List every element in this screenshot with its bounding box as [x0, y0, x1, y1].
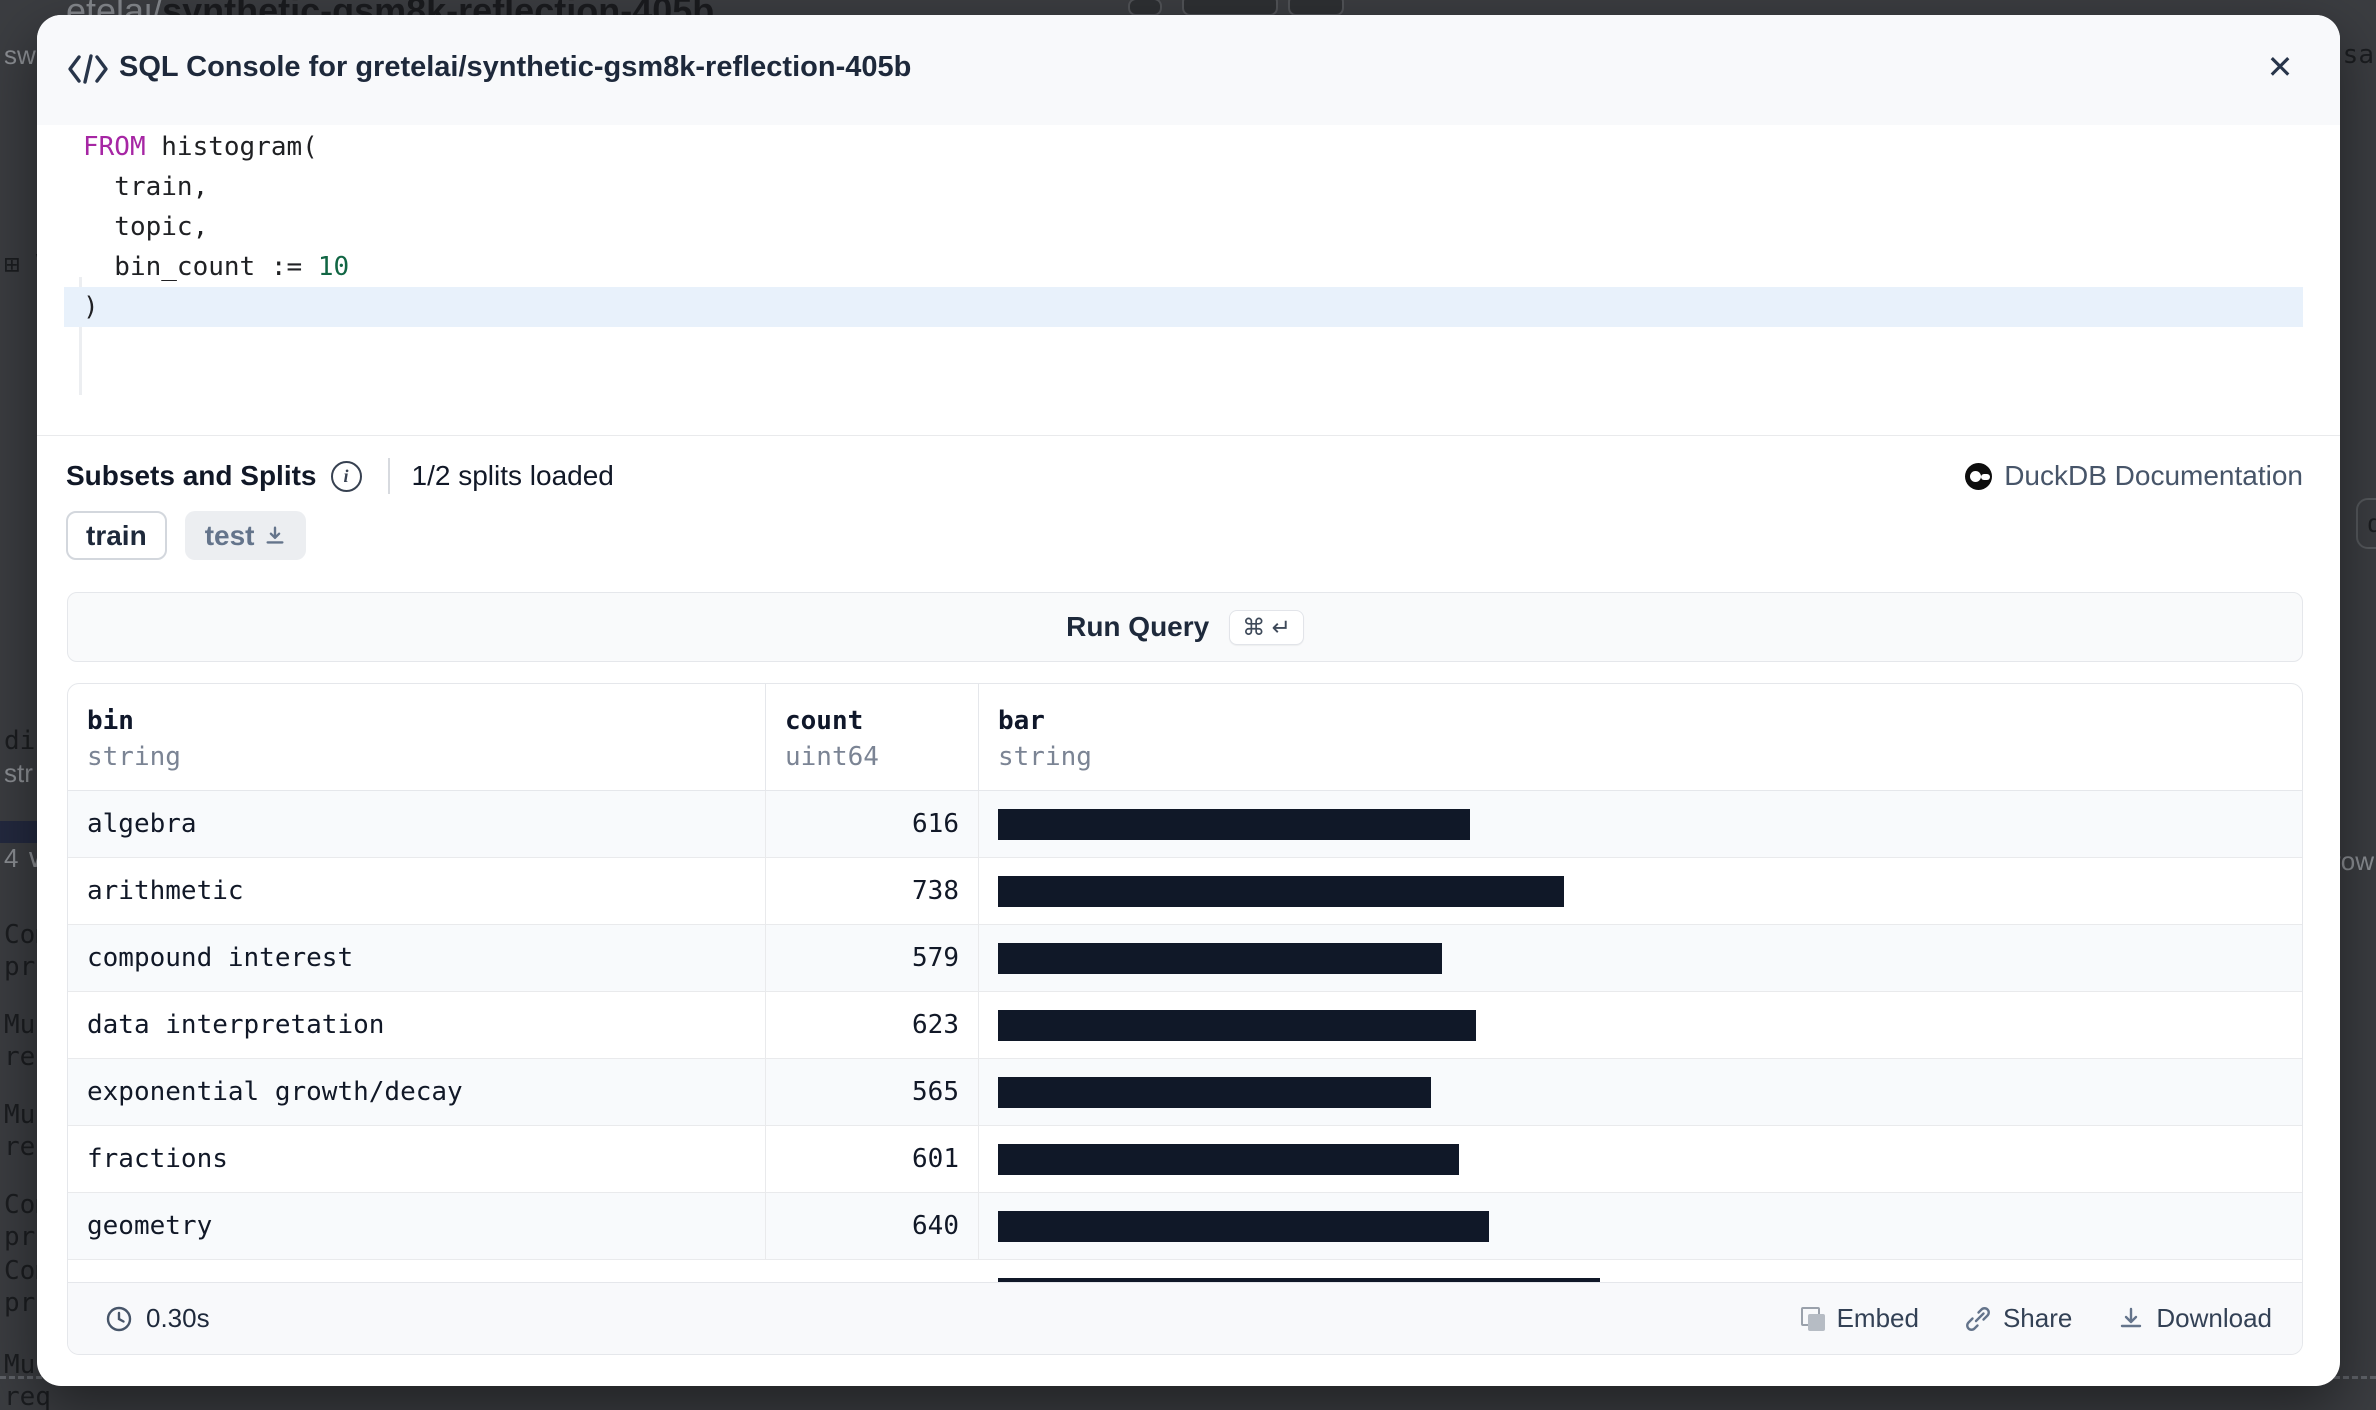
code-line[interactable]: FROM histogram(	[83, 132, 318, 162]
table-row[interactable]: geometry 640	[68, 1193, 2302, 1260]
embed-icon	[1800, 1306, 1825, 1331]
cell-bin: geometry	[68, 1193, 766, 1259]
histogram-bar	[998, 1143, 1459, 1175]
table-row[interactable]: fractions 601	[68, 1126, 2302, 1193]
modal-header: SQL Console for gretelai/synthetic-gsm8k…	[37, 15, 2340, 125]
column-header-bin: bin string	[68, 684, 766, 790]
histogram-bar	[998, 1076, 1431, 1108]
embed-button[interactable]: Embed	[1800, 1303, 1919, 1334]
cell-bin: arithmetic	[68, 858, 766, 924]
cell-bar	[979, 791, 2302, 857]
dimmed-button	[1288, 0, 1344, 16]
cell-bar	[979, 858, 2302, 924]
code-line[interactable]: )	[64, 287, 2303, 327]
dimmed-row-highlight	[0, 821, 37, 843]
code-line[interactable]: bin_count := 10	[83, 252, 350, 282]
sql-console-modal: SQL Console for gretelai/synthetic-gsm8k…	[37, 15, 2340, 1386]
histogram-bar	[998, 942, 1442, 974]
dimmed-text-fragment: str	[4, 758, 33, 788]
table-row[interactable]: exponential growth/decay 565	[68, 1059, 2302, 1126]
download-button[interactable]: Download	[2118, 1303, 2272, 1334]
cell-count: 601	[766, 1126, 979, 1192]
cell-bar	[979, 1059, 2302, 1125]
duckdb-docs-label: DuckDB Documentation	[2004, 460, 2303, 491]
dimmed-text-fragment: req	[4, 1382, 51, 1410]
table-row[interactable]: arithmetic 738	[68, 858, 2302, 925]
info-icon[interactable]: i	[330, 460, 362, 492]
cell-count: 579	[766, 925, 979, 991]
cell-bin: exponential growth/decay	[68, 1059, 766, 1125]
splits-heading: Subsets and Splits	[66, 460, 317, 491]
share-label: Share	[2002, 1303, 2073, 1333]
dimmed-copy-icon	[1128, 0, 1162, 16]
cell-bin: compound interest	[68, 925, 766, 991]
cell-count: 616	[766, 791, 979, 857]
code-line[interactable]: train,	[83, 172, 209, 202]
download-label: Download	[2156, 1303, 2272, 1333]
cell-bar	[979, 1193, 2302, 1259]
share-button[interactable]: Share	[1965, 1303, 2072, 1334]
clock-icon	[106, 1306, 132, 1331]
histogram-bar	[998, 808, 1470, 840]
dimmed-button: d	[2355, 498, 2376, 549]
cell-count: 738	[766, 858, 979, 924]
histogram-bar	[998, 875, 1564, 907]
close-icon[interactable]: ✕	[2260, 47, 2300, 87]
share-link-icon	[1966, 1306, 1990, 1331]
sql-editor[interactable]: FROM histogram( train, topic, bin_count …	[37, 125, 2340, 436]
splits-header: Subsets and Splits i 1/2 splits loaded	[66, 458, 614, 494]
modal-title: SQL Console for gretelai/synthetic-gsm8k…	[119, 51, 912, 83]
cell-count: 623	[766, 992, 979, 1058]
indent-guide	[79, 277, 82, 395]
code-icon	[68, 54, 108, 84]
cell-bin: fractions	[68, 1126, 766, 1192]
table-row-partial	[68, 1260, 2302, 1284]
column-header-count: count uint64	[766, 684, 979, 790]
dimmed-text-fragment: sw	[4, 40, 36, 70]
duckdb-logo-icon	[1965, 462, 1993, 490]
download-icon	[266, 526, 285, 544]
table-row[interactable]: algebra 616	[68, 791, 2302, 858]
embed-label: Embed	[1836, 1303, 1919, 1333]
duckdb-docs-link[interactable]: DuckDB Documentation	[1965, 459, 2303, 493]
split-button-label: train	[86, 519, 147, 551]
run-query-button[interactable]: Run Query ⌘ ↵	[67, 592, 2303, 662]
histogram-bar	[998, 1210, 1489, 1242]
split-buttons: train test	[66, 511, 307, 560]
split-button-label: test	[204, 519, 255, 551]
split-button-test[interactable]: test	[184, 511, 307, 560]
download-icon	[2121, 1307, 2142, 1327]
table-header-row: bin string count uint64 bar string	[68, 684, 2302, 791]
table-row[interactable]: compound interest 579	[68, 925, 2302, 992]
splits-status: 1/2 splits loaded	[411, 460, 614, 491]
cell-bin: data interpretation	[68, 992, 766, 1058]
histogram-bar	[998, 1009, 1476, 1041]
cell-bar	[979, 1126, 2302, 1192]
run-query-label: Run Query	[1066, 611, 1210, 642]
query-duration: 0.30s	[106, 1303, 210, 1334]
cell-bar	[979, 992, 2302, 1058]
histogram-bar	[998, 1277, 1600, 1284]
cell-count: 565	[766, 1059, 979, 1125]
cell-count: 640	[766, 1193, 979, 1259]
cell-bar	[979, 925, 2302, 991]
column-header-bar: bar string	[998, 706, 1092, 772]
table-row[interactable]: data interpretation 623	[68, 992, 2302, 1059]
results-table[interactable]: bin string count uint64 bar string algeb…	[68, 684, 2302, 1284]
dimmed-button	[1182, 0, 1278, 16]
query-duration-value: 0.30s	[146, 1303, 210, 1333]
results-footer: 0.30s Embed Share	[68, 1282, 2302, 1354]
results-panel: bin string count uint64 bar string algeb…	[67, 683, 2303, 1355]
split-button-train[interactable]: train	[66, 511, 167, 560]
vertical-divider	[387, 458, 390, 494]
code-line[interactable]: topic,	[83, 212, 209, 242]
cell-bin: algebra	[68, 791, 766, 857]
keyboard-shortcut-badge: ⌘ ↵	[1229, 609, 1304, 645]
